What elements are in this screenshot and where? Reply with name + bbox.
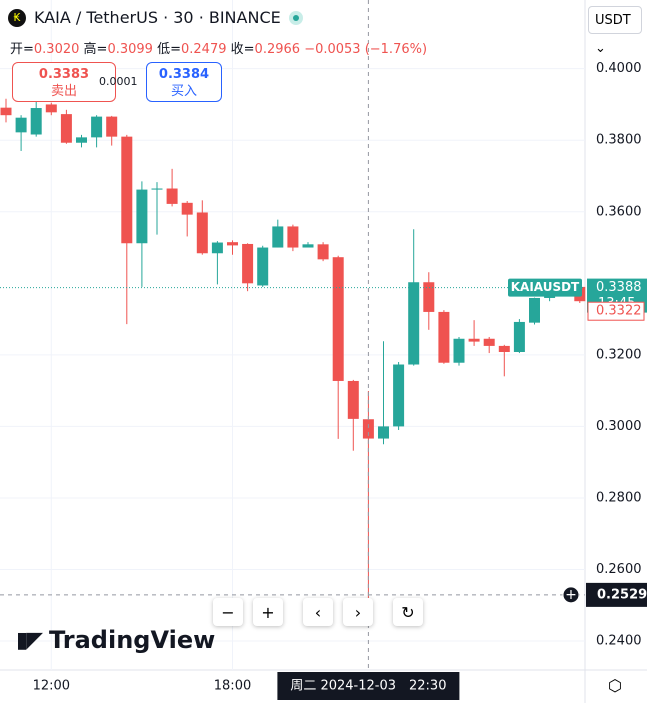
candle-body bbox=[45, 104, 57, 113]
candle-body bbox=[76, 137, 87, 143]
y-tick-label: 0.3200 bbox=[596, 347, 642, 362]
buy-label: 买入 bbox=[170, 84, 197, 99]
symbol-tag bbox=[508, 278, 582, 297]
currency-select[interactable]: USDT ⌄ bbox=[588, 6, 642, 56]
candle-body bbox=[317, 244, 329, 260]
candle-body bbox=[211, 242, 223, 254]
candle-body bbox=[453, 338, 465, 363]
zoom-in-button[interactable]: + bbox=[253, 598, 283, 626]
last-price-label: 0.3388 bbox=[596, 280, 642, 295]
crosshair-y-label: 0.2529 bbox=[597, 587, 647, 602]
legend-value: 0.3020 bbox=[33, 42, 80, 57]
candle-body bbox=[423, 282, 435, 312]
scroll-right-button[interactable]: › bbox=[343, 598, 373, 626]
candle-body bbox=[242, 243, 254, 284]
sell-price: 0.3383 bbox=[38, 67, 90, 82]
candle-body bbox=[121, 136, 133, 244]
legend-label: 开= bbox=[10, 42, 34, 57]
settings-icon[interactable]: ⬡ bbox=[608, 676, 622, 695]
x-tick-label: 18:00 bbox=[214, 679, 251, 694]
marker-price-tag bbox=[587, 301, 645, 321]
zoom-out-button[interactable]: − bbox=[213, 598, 243, 626]
candle-body bbox=[529, 297, 540, 323]
y-tick-label: 0.2600 bbox=[596, 562, 642, 577]
candle-body bbox=[347, 380, 359, 419]
marker-price-label: 0.3322 bbox=[596, 304, 642, 319]
candle-body bbox=[513, 321, 525, 352]
y-tick-label: 0.3800 bbox=[596, 133, 642, 148]
spread: 0.0001 bbox=[99, 75, 138, 88]
candle-body bbox=[151, 188, 163, 190]
candle-body bbox=[378, 426, 389, 439]
candle-body bbox=[227, 242, 238, 246]
candle-body bbox=[302, 244, 314, 248]
y-tick-label: 0.4000 bbox=[596, 61, 642, 76]
sell-button[interactable]: 0.3383 卖出 bbox=[12, 62, 116, 102]
scroll-left-button[interactable]: ‹ bbox=[303, 598, 333, 626]
legend-change: −0.0053 (−1.76%) bbox=[304, 42, 428, 57]
candle-body bbox=[498, 345, 510, 352]
coin-icon: ₭ bbox=[8, 8, 26, 27]
buy-button[interactable]: 0.3384 买入 bbox=[146, 62, 222, 102]
legend-label: 高= bbox=[83, 42, 108, 57]
legend-label: 低= bbox=[157, 42, 181, 57]
candle-body bbox=[362, 419, 374, 439]
symbol-label: KAIAUSDT bbox=[511, 280, 580, 294]
crosshair-y-tag bbox=[586, 582, 647, 607]
logo-icon: ▮◤ bbox=[16, 627, 43, 653]
buy-price: 0.3384 bbox=[158, 67, 210, 82]
candle-body bbox=[106, 116, 118, 137]
legend-value: 0.2966 bbox=[254, 42, 301, 57]
add-alert-icon bbox=[562, 586, 580, 604]
logo: ▮◤ TradingView bbox=[16, 626, 215, 654]
y-tick-label: 0.3000 bbox=[596, 419, 642, 434]
candle-body bbox=[287, 226, 299, 248]
legend-value: 0.3099 bbox=[107, 42, 153, 57]
symbol-title[interactable]: KAIA / TetherUS · 30 · BINANCE bbox=[34, 8, 281, 27]
candle-body bbox=[438, 311, 450, 363]
candle-body bbox=[196, 212, 208, 254]
candle-body bbox=[257, 247, 269, 286]
candle-body bbox=[91, 116, 103, 138]
logo-text: TradingView bbox=[49, 626, 216, 654]
status-dot bbox=[288, 10, 303, 25]
candle-body bbox=[483, 338, 495, 346]
y-tick-label: 0.2800 bbox=[596, 490, 642, 505]
y-tick-label: 0.2400 bbox=[596, 634, 642, 649]
candle-body bbox=[30, 108, 42, 135]
reset-button[interactable]: ↻ bbox=[393, 598, 423, 626]
candle-body bbox=[60, 114, 72, 143]
currency: USDT bbox=[595, 13, 631, 28]
crosshair-x-label: 周二 2024-12-03 22:30 bbox=[290, 679, 446, 694]
candle-body bbox=[15, 117, 27, 133]
candle-body bbox=[166, 188, 178, 204]
crosshair-x-tag bbox=[277, 672, 460, 700]
header: ₭ KAIA / TetherUS · 30 · BINANCE bbox=[8, 8, 303, 27]
candle-body bbox=[468, 338, 480, 342]
sell-label: 卖出 bbox=[50, 84, 77, 99]
ohlc-legend: 开=0.3020 高=0.3099 低=0.2479 收=0.2966 −0.0… bbox=[10, 38, 427, 57]
candle-body bbox=[272, 226, 284, 248]
candle-body bbox=[332, 257, 344, 381]
candle-body bbox=[408, 282, 420, 365]
candle-body bbox=[393, 364, 405, 427]
legend-value: 0.2479 bbox=[181, 42, 227, 57]
candle-body bbox=[181, 202, 193, 215]
candle-body bbox=[136, 189, 148, 244]
y-tick-label: 0.3600 bbox=[596, 204, 642, 219]
x-tick-label: 12:00 bbox=[33, 679, 70, 694]
candle-body bbox=[0, 107, 12, 116]
legend-label: 收= bbox=[230, 42, 255, 57]
add-alert-plus: + bbox=[565, 587, 577, 603]
